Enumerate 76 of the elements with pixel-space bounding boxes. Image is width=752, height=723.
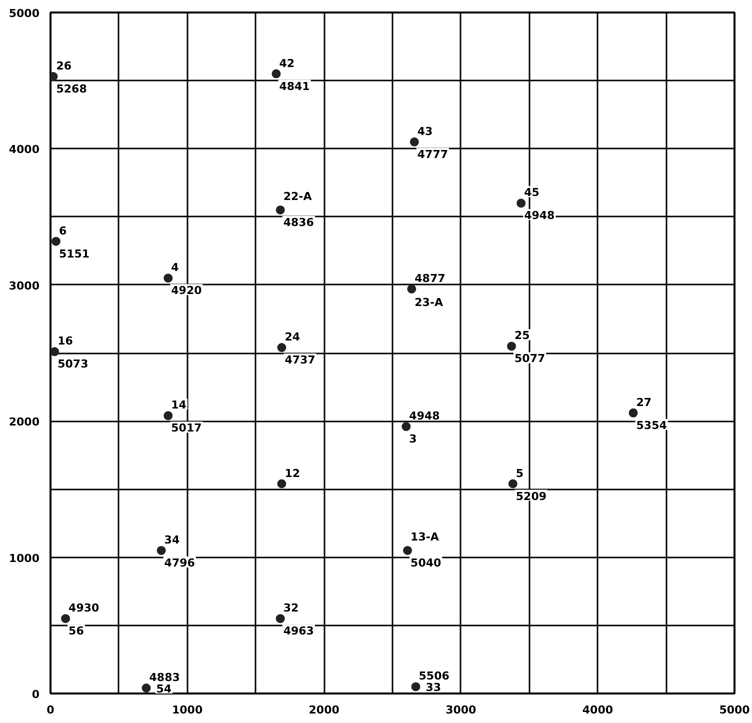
point xyxy=(516,198,526,208)
annotation: 14 xyxy=(171,398,187,412)
annotation: 4930 xyxy=(68,602,100,615)
annotation: 4883 xyxy=(149,671,180,684)
annotation: 45 xyxy=(524,186,540,200)
annotation: 32 xyxy=(283,602,299,615)
annotation: 33 xyxy=(426,681,442,694)
annotation: 5 xyxy=(516,466,524,480)
annotation: 5077 xyxy=(514,352,546,366)
point xyxy=(276,206,285,214)
annotation: 54 xyxy=(156,682,172,696)
point xyxy=(507,342,516,351)
annotation: 5073 xyxy=(58,358,88,371)
point xyxy=(277,479,286,488)
annotation: 4920 xyxy=(171,284,202,298)
x-tick-label: 4000 xyxy=(582,704,614,716)
point xyxy=(277,343,286,352)
point xyxy=(164,411,173,420)
annotation: 4948 xyxy=(524,209,555,222)
annotation: 5151 xyxy=(58,247,90,260)
y-tick-label: 5000 xyxy=(8,7,40,20)
point xyxy=(628,408,638,418)
x-tick-label: 5000 xyxy=(719,704,750,716)
point xyxy=(276,614,285,624)
point xyxy=(411,682,420,692)
point xyxy=(164,274,173,283)
point xyxy=(61,614,70,624)
annotation: 25 xyxy=(514,329,530,342)
point xyxy=(272,69,281,78)
x-tick-label: 2000 xyxy=(308,704,340,716)
point xyxy=(410,137,419,146)
y-tick-label: 4000 xyxy=(8,143,40,156)
annotation: 43 xyxy=(417,124,433,138)
point xyxy=(402,422,411,432)
x-tick-label: 0 xyxy=(46,704,55,716)
annotation: 42 xyxy=(279,56,295,70)
y-tick-label: 3000 xyxy=(8,279,40,292)
annotation: 24 xyxy=(284,330,300,344)
annotation: 6 xyxy=(58,224,67,238)
annotation: 3 xyxy=(409,432,417,446)
annotation: 4836 xyxy=(283,216,314,229)
annotation: 4777 xyxy=(417,148,448,161)
annotation: 5209 xyxy=(516,490,547,503)
point xyxy=(142,684,151,693)
annotation: 5268 xyxy=(56,82,87,96)
annotation: 23-A xyxy=(414,296,444,309)
annotation: 4796 xyxy=(164,556,196,570)
point xyxy=(51,236,60,246)
point xyxy=(156,546,166,555)
y-tick-label: 2000 xyxy=(8,416,40,429)
annotation: 13-A xyxy=(410,530,440,544)
annotation: 27 xyxy=(636,396,652,409)
annotation: 4 xyxy=(171,261,180,274)
annotation: 34 xyxy=(164,533,180,546)
annotation: 4877 xyxy=(414,272,446,285)
annotation: 4948 xyxy=(409,410,440,423)
point xyxy=(407,284,416,294)
annotation: 4737 xyxy=(284,354,316,367)
y-tick-label: 0 xyxy=(32,688,40,701)
annotation: 4963 xyxy=(283,624,314,638)
annotation: 5040 xyxy=(410,556,442,570)
annotation: 56 xyxy=(68,624,84,638)
point xyxy=(50,347,60,356)
annotation: 22-A xyxy=(283,190,312,203)
annotation: 5354 xyxy=(636,418,668,432)
annotation: 12 xyxy=(284,466,300,480)
point xyxy=(403,546,412,555)
annotation: 16 xyxy=(58,334,74,348)
annotation: 5017 xyxy=(171,422,202,435)
annotation: 26 xyxy=(56,60,72,73)
x-tick-label: 3000 xyxy=(446,704,477,716)
y-tick-label: 1000 xyxy=(8,552,40,565)
point xyxy=(508,479,518,488)
x-tick-label: 1000 xyxy=(172,704,203,716)
annotation: 5506 xyxy=(418,670,450,683)
annotation: 4841 xyxy=(279,80,310,93)
